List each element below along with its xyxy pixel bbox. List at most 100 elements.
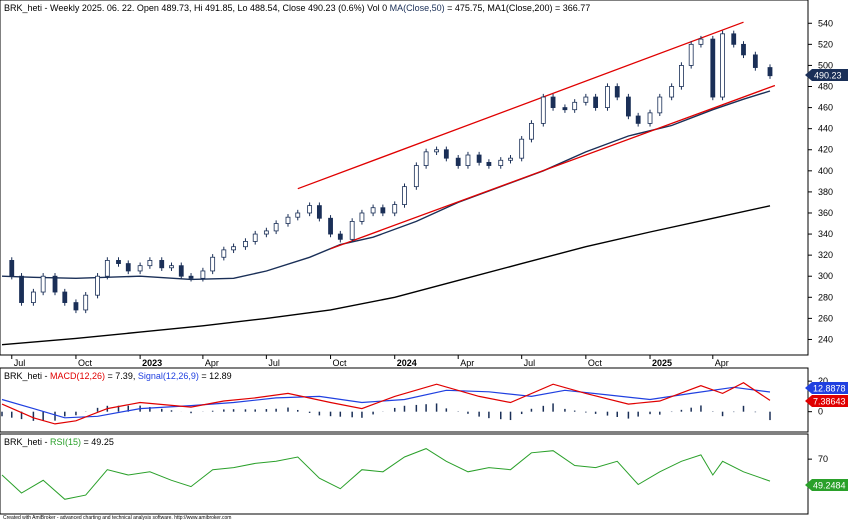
price-tick-label: 440 (818, 124, 833, 134)
price-tick-label: 500 (818, 60, 833, 70)
rsi-path (1, 448, 771, 500)
macd-header-signal-label: Signal(12,26,9) (138, 371, 199, 381)
rsi-header-label: RSI(15) (50, 437, 81, 447)
candle-down (550, 96, 556, 108)
candle-down (73, 302, 79, 311)
macd-tick-label: 0 (818, 407, 823, 417)
candle-down (19, 275, 24, 303)
candle-up (349, 221, 355, 240)
candle-up (231, 246, 236, 251)
channel-lower-line (330, 84, 776, 250)
price-tick-label: 480 (818, 82, 833, 92)
rsi-panel: 70 BRK_heti - RSI(15) = 49.25 49.2484 (0, 433, 848, 515)
macd-header-macd-value: = 7.39, (105, 371, 138, 381)
signal-badge-value: 12.8878 (813, 384, 846, 394)
candle-down (52, 275, 58, 293)
price-tick-label: 460 (818, 103, 833, 113)
ma50-line (1, 90, 771, 281)
candle-down (443, 149, 449, 159)
price-tick-label: 340 (818, 229, 833, 239)
footer-credit: Created with AmiBroker - advanced charti… (3, 515, 231, 521)
candle-up (359, 212, 365, 222)
price-header: BRK_heti - Weekly 2025. 06. 22. Open 489… (4, 3, 590, 13)
time-tick-label: Oct (78, 358, 93, 368)
candle-down (116, 260, 121, 264)
price-tick-label: 300 (818, 271, 833, 281)
header-ma50-label: MA(Close,50) (390, 3, 445, 13)
candle-down (9, 260, 15, 277)
candle-up (40, 275, 46, 293)
price-tick-label: 320 (818, 250, 833, 260)
channel-upper-line (297, 21, 744, 190)
candle-up (647, 112, 653, 124)
price-badge: 490.23 (805, 69, 848, 81)
price-panel-frame (0, 0, 809, 356)
price-tick-label: 400 (818, 166, 833, 176)
candle-up (295, 212, 301, 218)
candle-up (221, 249, 227, 258)
price-axis: 240 260 280 300 320 340 360 380 400 420 440 460 480 5… (808, 18, 833, 344)
price-tick-label: 260 (818, 313, 833, 323)
candle-down (593, 96, 599, 108)
price-tick-label: 540 (818, 18, 833, 28)
candle-down (125, 263, 131, 272)
macd-panel: 0 20 BRK_heti - MACD(12,26) = 7.39, Signa… (0, 367, 848, 433)
candle-up (252, 233, 258, 242)
candle-up (657, 96, 663, 114)
candle-down (731, 33, 737, 45)
candle-up (285, 216, 291, 224)
candle-down (635, 115, 641, 124)
time-tick-label: Oct (588, 358, 603, 368)
candle-up (698, 38, 704, 45)
time-tick-label: Apr (715, 358, 729, 368)
candle-down (178, 265, 184, 277)
candle-up (83, 294, 89, 311)
price-panel: 240 260 280 300 320 340 360 380 400 420 440 460 480 5… (0, 0, 848, 368)
candle-down (316, 205, 322, 219)
candles (9, 30, 773, 314)
candle-up (465, 154, 471, 166)
macd-badge: 7.38643 (805, 395, 848, 407)
candle-up (392, 204, 398, 214)
macd-axis: 0 20 (808, 376, 828, 417)
candle-down (337, 233, 343, 240)
macd-header: BRK_heti - MACD(12,26) = 7.39, Signal(12… (4, 371, 232, 381)
ma50-path (1, 90, 771, 281)
rsi-panel-frame (0, 433, 809, 515)
rsi-badge-value: 49.2484 (813, 481, 846, 491)
candle-up (402, 186, 407, 205)
candle-up (583, 96, 589, 103)
price-tick-label: 420 (818, 145, 833, 155)
candle-up (540, 96, 546, 124)
candle-up (413, 165, 419, 188)
candle-down (62, 291, 68, 303)
candle-up (679, 65, 684, 87)
ma200-path (1, 205, 771, 346)
rsi-tick-label: 70 (818, 454, 828, 464)
candle-up (147, 260, 153, 267)
macd-path (1, 382, 771, 425)
candle-down (188, 275, 194, 279)
svg-text:BRK_heti - Weekly 2025. 06. 22: BRK_heti - Weekly 2025. 06. 22. Open 489… (4, 3, 590, 13)
candle-up (307, 205, 313, 214)
trend-channel (297, 21, 776, 250)
price-tick-label: 240 (818, 334, 833, 344)
candle-down (710, 38, 716, 98)
candle-up (529, 122, 534, 140)
macd-header-signal-value: = 12.89 (199, 371, 232, 381)
candle-up (210, 256, 216, 272)
candle-down (328, 217, 333, 235)
candle-up (572, 101, 578, 111)
candle-down (767, 67, 773, 77)
rsi-line (1, 448, 771, 500)
time-tick-label: 2025 (652, 358, 672, 368)
candle-up (720, 33, 725, 98)
candle-down (741, 43, 746, 56)
header-ma200-value: = 366.77 (552, 3, 590, 13)
time-tick-label: Oct (333, 358, 348, 368)
rsi-badge: 49.2484 (805, 479, 848, 491)
candle-up (137, 265, 143, 272)
candle-down (752, 54, 758, 68)
price-tick-label: 380 (818, 187, 833, 197)
